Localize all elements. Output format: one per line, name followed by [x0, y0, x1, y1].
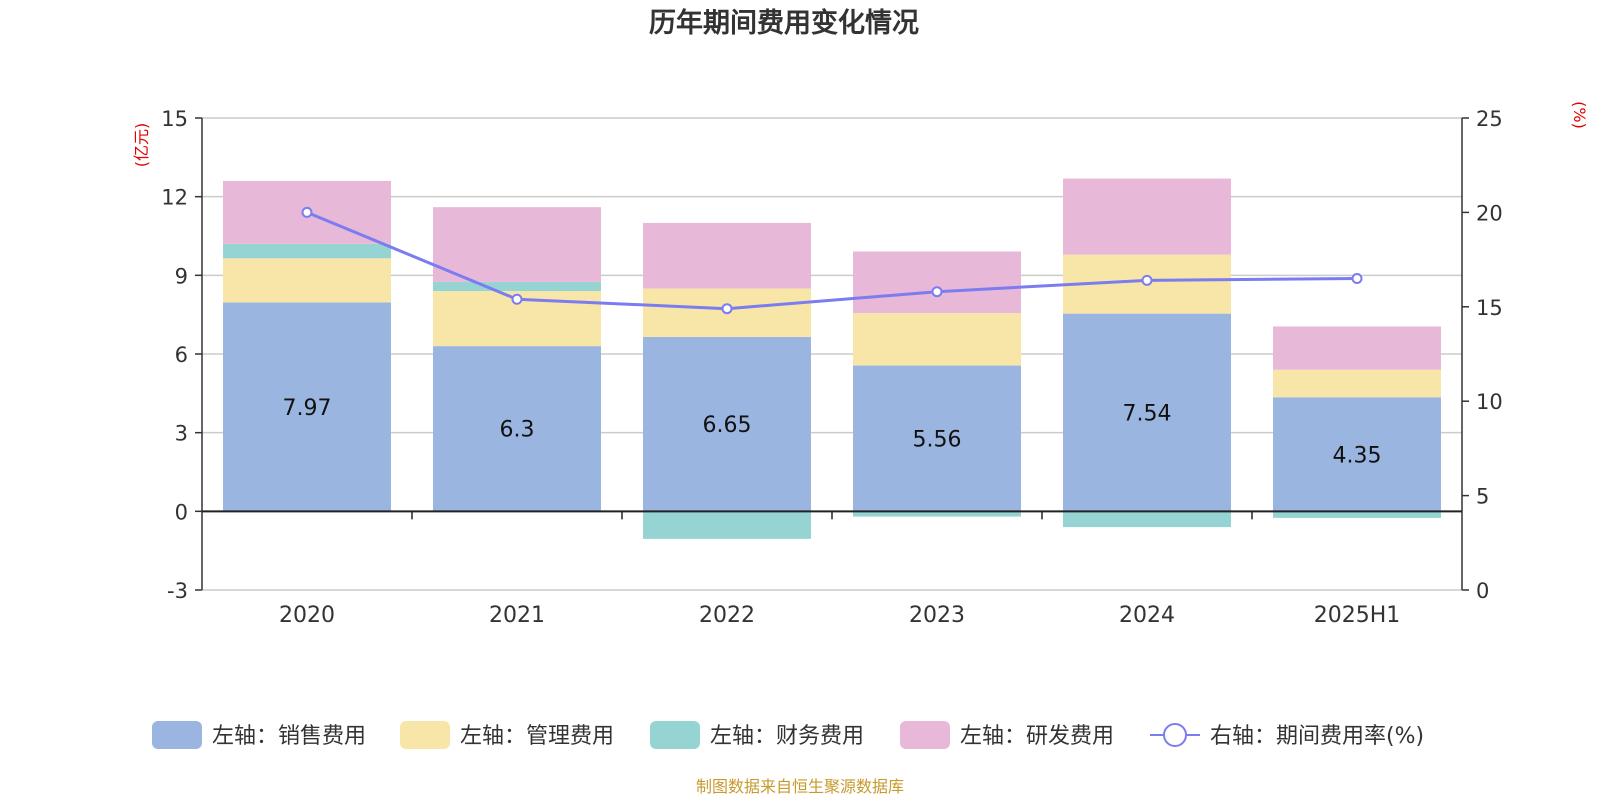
bar-segment	[853, 365, 1021, 512]
bar-segment	[643, 336, 811, 512]
right-tick-label: 20	[1476, 201, 1503, 225]
bar-segment	[223, 302, 391, 512]
left-axis-unit: (亿元)	[132, 123, 151, 168]
bar-segment	[853, 313, 1021, 366]
right-tick-label: 5	[1476, 485, 1489, 509]
bar-segment	[223, 243, 391, 259]
legend-label: 左轴：管理费用	[460, 724, 614, 749]
x-tick-label: 2024	[1119, 603, 1175, 628]
bar-segment	[1273, 326, 1441, 370]
legend: 左轴：销售费用 左轴：管理费用 左轴：财务费用 左轴：研发费用 右轴：期间费用率(%)	[152, 721, 1424, 749]
rate-line-path	[306, 211, 1358, 311]
x-tick-label: 2021	[489, 603, 545, 628]
bar-segment	[853, 511, 1021, 517]
rate-line-point	[1351, 272, 1363, 284]
bar-segment	[1063, 178, 1231, 255]
x-tick-label: 2025H1	[1314, 603, 1401, 628]
bar-segment	[1273, 369, 1441, 398]
rate-line	[301, 206, 1363, 315]
left-tick-label: 6	[175, 343, 188, 367]
rate-line-point	[931, 286, 943, 298]
left-axis: 15 12 9 6 3 0 -3	[161, 107, 202, 603]
right-tick-label: 10	[1476, 390, 1503, 414]
bar-segment	[1273, 397, 1441, 512]
right-tick-label: 15	[1476, 296, 1503, 320]
bar-segment	[433, 207, 601, 282]
bar-value-label: 5.56	[913, 427, 962, 452]
legend-label: 左轴：财务费用	[710, 724, 864, 749]
right-tick-label: 0	[1476, 579, 1489, 603]
legend-label: 左轴：研发费用	[960, 724, 1114, 749]
legend-label: 右轴：期间费用率(%)	[1210, 724, 1424, 749]
left-tick-label: 12	[161, 186, 188, 210]
bar-segment	[643, 511, 811, 539]
x-tick-label: 2020	[279, 603, 335, 628]
rate-line-point	[721, 303, 733, 315]
legend-swatch	[400, 721, 450, 749]
bar-value-label: 4.35	[1333, 443, 1382, 468]
left-tick-label: 3	[175, 422, 188, 446]
bar-segment	[223, 258, 391, 303]
legend-swatch	[650, 721, 700, 749]
rate-line-point	[301, 206, 313, 218]
chart-title: 历年期间费用变化情况	[649, 7, 919, 39]
right-tick-label: 25	[1476, 107, 1503, 131]
bar-value-label: 7.97	[283, 396, 332, 421]
left-tick-label: -3	[167, 579, 188, 603]
rate-line-point	[511, 293, 523, 305]
legend-swatch-marker	[1163, 723, 1187, 747]
right-axis-unit: (%)	[1570, 101, 1589, 129]
right-axis: 25 20 15 10 5 0	[1462, 107, 1503, 603]
axes	[201, 118, 1463, 590]
x-tick-label: 2023	[909, 603, 965, 628]
bar-segment	[1063, 313, 1231, 512]
data-labels: 7.97 6.3 6.65 5.56 7.54 4.35	[283, 396, 1382, 468]
bar-segment	[433, 346, 601, 512]
bar-segment	[1063, 511, 1231, 528]
legend-label: 左轴：销售费用	[212, 724, 366, 749]
bar-segment	[433, 281, 601, 292]
legend-swatch	[152, 721, 202, 749]
bar-value-label: 7.54	[1123, 401, 1172, 426]
left-tick-label: 15	[161, 107, 188, 131]
source-note: 制图数据来自恒生聚源数据库	[696, 777, 904, 796]
left-tick-label: 0	[175, 500, 188, 524]
bar-segment	[643, 222, 811, 289]
legend-swatch	[900, 721, 950, 749]
bar-value-label: 6.65	[703, 413, 752, 438]
bar-value-label: 6.3	[500, 418, 535, 443]
x-tick-label: 2022	[699, 603, 755, 628]
rate-line-point	[1141, 274, 1153, 286]
bars	[223, 178, 1441, 539]
bar-segment	[853, 251, 1021, 314]
left-tick-label: 9	[175, 264, 188, 288]
bar-segment	[1273, 511, 1441, 518]
x-axis: 2020 2021 2022 2023 2024 2025H1	[279, 603, 1400, 628]
